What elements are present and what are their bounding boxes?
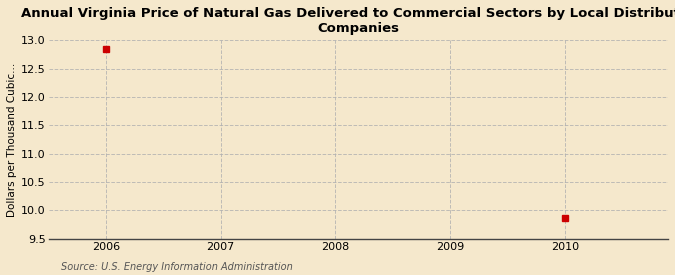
Text: Source: U.S. Energy Information Administration: Source: U.S. Energy Information Administ…	[61, 262, 292, 272]
Title: Annual Virginia Price of Natural Gas Delivered to Commercial Sectors by Local Di: Annual Virginia Price of Natural Gas Del…	[21, 7, 675, 35]
Y-axis label: Dollars per Thousand Cubic...: Dollars per Thousand Cubic...	[7, 62, 17, 217]
